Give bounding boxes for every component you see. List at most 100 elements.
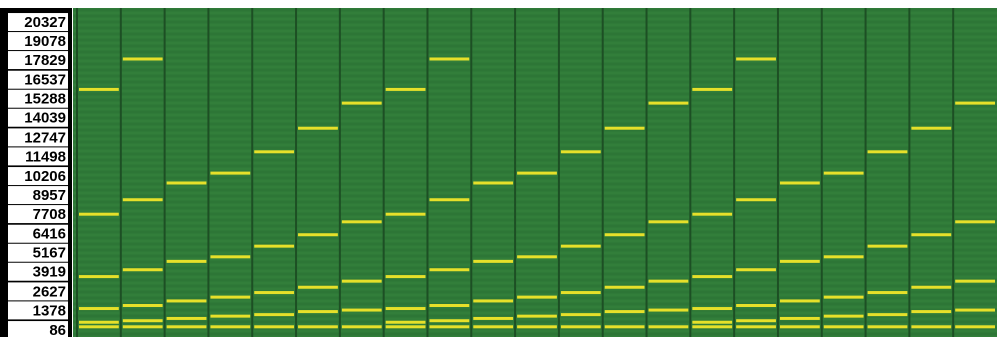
harmonic-line bbox=[692, 321, 732, 324]
harmonic-line bbox=[955, 280, 995, 283]
harmonic-line bbox=[692, 88, 732, 91]
harmonic-line bbox=[649, 280, 689, 283]
y-tick-label: 12747 bbox=[24, 129, 66, 146]
harmonic-line bbox=[254, 291, 294, 294]
harmonic-line bbox=[868, 291, 908, 294]
harmonic-line bbox=[649, 220, 689, 223]
harmonic-line bbox=[429, 304, 469, 307]
page: {"chart_data": {"type": "spectrogram", "… bbox=[0, 0, 997, 337]
harmonic-line bbox=[736, 268, 776, 271]
harmonic-line bbox=[123, 304, 163, 307]
y-tick-label: 17829 bbox=[24, 52, 66, 69]
harmonic-line bbox=[342, 220, 382, 223]
y-axis: 8613782627391951676416770889571020611498… bbox=[8, 13, 68, 337]
harmonic-line bbox=[298, 127, 338, 130]
harmonic-line bbox=[692, 213, 732, 216]
harmonic-line bbox=[298, 325, 338, 328]
harmonic-line bbox=[955, 309, 995, 312]
harmonic-line bbox=[780, 182, 820, 185]
harmonic-line bbox=[429, 319, 469, 322]
harmonic-line bbox=[342, 280, 382, 283]
y-tick-label: 6416 bbox=[33, 226, 66, 243]
harmonic-line bbox=[386, 275, 426, 278]
harmonic-line bbox=[561, 291, 601, 294]
harmonic-line bbox=[254, 313, 294, 316]
harmonic-line bbox=[342, 325, 382, 328]
harmonic-line bbox=[254, 245, 294, 248]
y-tick-label: 2627 bbox=[33, 283, 66, 300]
harmonic-line bbox=[911, 325, 951, 328]
harmonic-line bbox=[911, 127, 951, 130]
harmonic-line bbox=[167, 325, 207, 328]
harmonic-line bbox=[342, 102, 382, 105]
harmonic-line bbox=[210, 296, 250, 299]
y-tick-label: 3919 bbox=[33, 264, 66, 281]
harmonic-line bbox=[605, 127, 645, 130]
harmonic-line bbox=[780, 260, 820, 263]
harmonic-line bbox=[955, 102, 995, 105]
y-tick-label: 86 bbox=[49, 322, 66, 337]
y-tick-label: 1378 bbox=[33, 302, 66, 319]
harmonic-line bbox=[386, 307, 426, 310]
harmonic-line bbox=[692, 325, 732, 328]
y-tick-label: 5167 bbox=[33, 245, 66, 262]
harmonic-line bbox=[79, 307, 119, 310]
y-tick-label: 7708 bbox=[33, 206, 66, 223]
harmonic-line bbox=[123, 268, 163, 271]
harmonic-line bbox=[429, 268, 469, 271]
harmonic-line bbox=[517, 315, 557, 318]
harmonic-line bbox=[298, 286, 338, 289]
harmonic-line bbox=[824, 325, 864, 328]
harmonic-line bbox=[167, 317, 207, 320]
harmonic-line bbox=[780, 299, 820, 302]
harmonic-line bbox=[780, 317, 820, 320]
harmonic-line bbox=[561, 245, 601, 248]
harmonic-line bbox=[210, 172, 250, 175]
harmonic-line bbox=[298, 233, 338, 236]
harmonic-line bbox=[517, 172, 557, 175]
harmonic-line bbox=[561, 313, 601, 316]
harmonic-line bbox=[386, 325, 426, 328]
harmonic-line bbox=[911, 233, 951, 236]
harmonic-line bbox=[824, 315, 864, 318]
harmonic-line bbox=[955, 325, 995, 328]
harmonic-line bbox=[868, 325, 908, 328]
harmonic-line bbox=[386, 321, 426, 324]
harmonic-line bbox=[429, 198, 469, 201]
harmonic-line bbox=[736, 319, 776, 322]
harmonic-line bbox=[210, 315, 250, 318]
harmonic-line bbox=[955, 220, 995, 223]
harmonic-line bbox=[824, 172, 864, 175]
harmonic-line bbox=[868, 313, 908, 316]
harmonic-line bbox=[561, 325, 601, 328]
spectrogram-view: 8613782627391951676416770889571020611498… bbox=[0, 0, 997, 337]
harmonic-line bbox=[123, 325, 163, 328]
harmonic-line bbox=[649, 102, 689, 105]
harmonic-line bbox=[123, 319, 163, 322]
harmonic-line bbox=[649, 309, 689, 312]
harmonic-line bbox=[824, 255, 864, 258]
y-tick-label: 15288 bbox=[24, 91, 66, 108]
y-tick-label: 11498 bbox=[25, 148, 66, 165]
harmonic-line bbox=[473, 260, 513, 263]
harmonic-line bbox=[298, 310, 338, 313]
y-tick-label: 20327 bbox=[24, 14, 66, 31]
harmonic-line bbox=[342, 309, 382, 312]
y-tick-label: 8957 bbox=[33, 187, 66, 204]
harmonic-line bbox=[429, 57, 469, 60]
harmonic-line bbox=[605, 233, 645, 236]
harmonic-line bbox=[79, 321, 119, 324]
harmonic-line bbox=[605, 310, 645, 313]
harmonic-line bbox=[429, 325, 469, 328]
harmonic-line bbox=[736, 198, 776, 201]
harmonic-line bbox=[517, 325, 557, 328]
harmonic-line bbox=[561, 150, 601, 153]
harmonic-line bbox=[473, 325, 513, 328]
y-tick-label: 16537 bbox=[24, 72, 66, 89]
harmonic-line bbox=[692, 275, 732, 278]
harmonic-line bbox=[123, 198, 163, 201]
harmonic-line bbox=[79, 275, 119, 278]
harmonic-line bbox=[123, 57, 163, 60]
harmonic-line bbox=[473, 182, 513, 185]
harmonic-line bbox=[473, 317, 513, 320]
